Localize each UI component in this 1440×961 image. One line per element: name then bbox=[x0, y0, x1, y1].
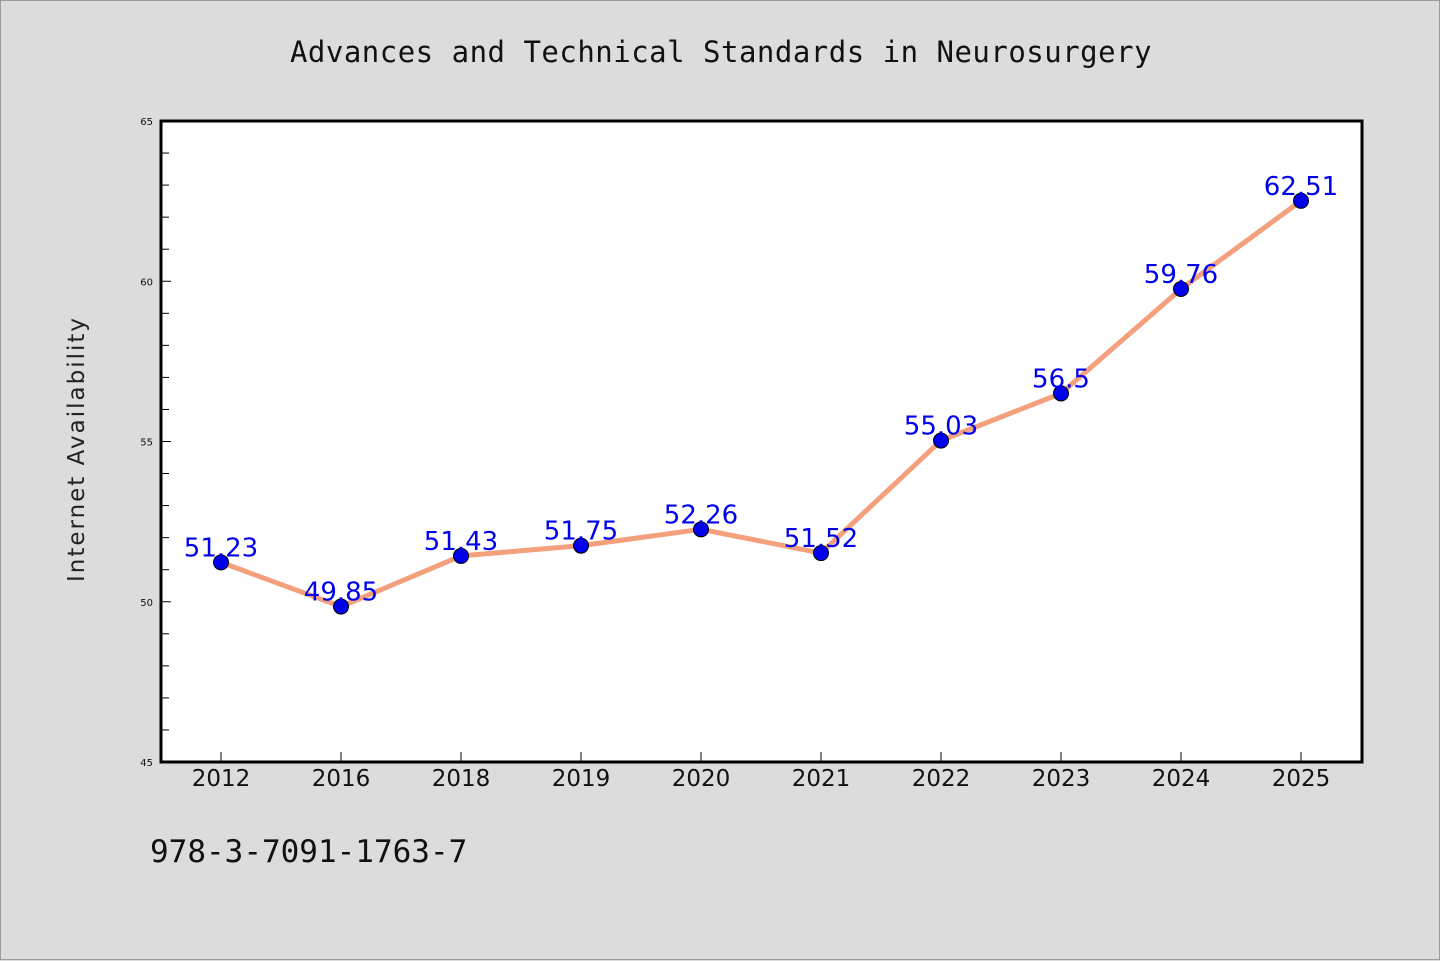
data-point bbox=[813, 545, 829, 562]
chart-title: Advances and Technical Standards in Neur… bbox=[289, 35, 1153, 69]
x-tick-label: 2022 bbox=[912, 766, 971, 792]
y-tick-label: 45 bbox=[140, 758, 153, 769]
data-point bbox=[693, 521, 709, 538]
y-tick-label: 65 bbox=[140, 117, 153, 128]
data-label: 56.5 bbox=[1032, 364, 1090, 394]
data-label: 52.26 bbox=[664, 500, 738, 530]
y-tick-label: 60 bbox=[140, 277, 153, 288]
data-label: 51.75 bbox=[544, 517, 618, 547]
data-label: 55.03 bbox=[904, 412, 978, 442]
data-point bbox=[213, 554, 229, 571]
x-tick-label: 2018 bbox=[432, 766, 491, 792]
x-tick-label: 2024 bbox=[1152, 766, 1211, 792]
plot-area bbox=[159, 119, 1364, 764]
series-line bbox=[220, 198, 1303, 610]
data-point bbox=[453, 547, 469, 564]
data-markers bbox=[213, 192, 1309, 615]
x-tick-label: 2021 bbox=[792, 766, 851, 792]
data-label: 49.85 bbox=[304, 578, 378, 608]
data-label: 51.43 bbox=[424, 527, 498, 557]
y-tick-label: 50 bbox=[140, 598, 153, 609]
isbn-text: 978-3-7091-1763-7 bbox=[150, 834, 468, 870]
x-tick-label: 2012 bbox=[192, 766, 251, 792]
data-point bbox=[1293, 192, 1309, 209]
x-tick-label: 2019 bbox=[552, 766, 611, 792]
data-point bbox=[1053, 385, 1069, 402]
x-axis: 2012 2016 2018 2019 2020 2021 2022 2023 2024 2025 bbox=[192, 752, 1331, 792]
data-label: 62.51 bbox=[1264, 172, 1338, 202]
x-tick-label: 2016 bbox=[312, 766, 371, 792]
x-tick-label: 2025 bbox=[1272, 766, 1331, 792]
x-tick-label: 2020 bbox=[672, 766, 731, 792]
data-point bbox=[933, 432, 949, 449]
data-point bbox=[333, 598, 349, 615]
data-label: 59.76 bbox=[1144, 260, 1218, 290]
data-label: 51.23 bbox=[184, 533, 258, 563]
data-point bbox=[1173, 280, 1189, 297]
y-tick-label: 55 bbox=[140, 438, 153, 449]
data-point bbox=[573, 537, 589, 554]
x-tick-label: 2023 bbox=[1032, 766, 1091, 792]
data-labels: 51.23 49.85 51.43 51.75 52.26 51.52 55.03 56.5 5… bbox=[184, 172, 1338, 608]
data-label: 51.52 bbox=[784, 524, 858, 554]
y-axis: 45 50 55 60 65 bbox=[140, 117, 171, 769]
